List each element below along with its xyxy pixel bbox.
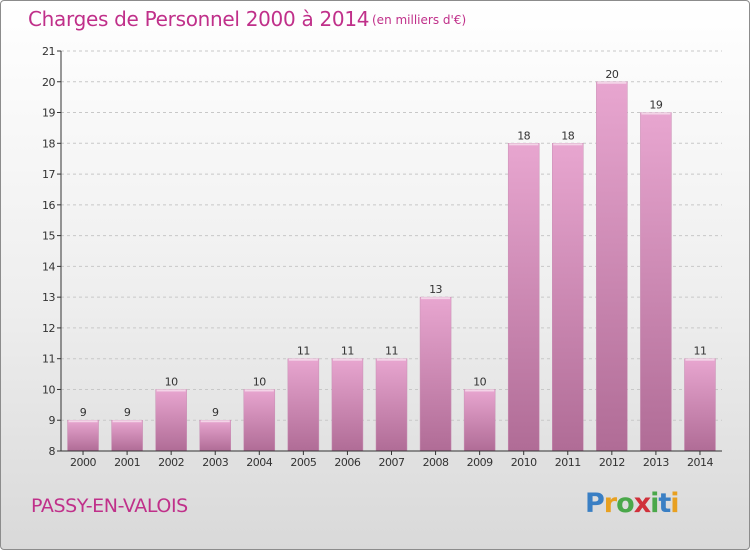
bar-highlight [685, 358, 715, 361]
bar-highlight [597, 81, 627, 84]
bar-highlight [244, 389, 274, 392]
y-tick-label: 8 [49, 445, 56, 458]
bar-highlight [200, 420, 230, 423]
bar-value-label: 11 [693, 345, 706, 358]
bar-value-label: 9 [124, 406, 131, 419]
bar-value-label: 20 [605, 68, 618, 81]
bar [507, 143, 540, 452]
bar-highlight [377, 358, 406, 361]
x-tick-label: 2003 [202, 456, 228, 469]
bar-highlight [112, 420, 142, 423]
chart-title: Charges de Personnel 2000 à 2014 [28, 7, 370, 31]
y-tick-label: 16 [42, 199, 55, 212]
x-tick-label: 2012 [599, 456, 625, 469]
bar-value-label: 11 [385, 345, 398, 358]
x-tick-label: 2007 [379, 456, 405, 469]
bar-highlight [553, 143, 583, 146]
x-tick-label: 2002 [158, 456, 184, 469]
y-tick-label: 13 [42, 291, 55, 304]
bar [155, 389, 187, 452]
bar [243, 389, 276, 452]
bar-highlight [641, 112, 671, 115]
y-tick-label: 17 [42, 168, 55, 181]
y-tick-label: 11 [42, 353, 55, 366]
y-tick-label: 18 [42, 137, 55, 150]
x-tick-label: 2000 [70, 456, 96, 469]
bar-value-label: 10 [473, 375, 486, 388]
bar-value-label: 18 [561, 129, 574, 142]
bar-highlight [332, 358, 362, 361]
bar [596, 81, 628, 452]
x-tick-label: 2009 [467, 456, 493, 469]
bar [375, 358, 408, 452]
x-tick-label: 2011 [555, 456, 581, 469]
x-tick-label: 2014 [687, 456, 713, 469]
bar [640, 112, 672, 452]
proxiti-logo: Proxiti [585, 488, 680, 519]
x-tick-label: 2004 [246, 456, 272, 469]
y-tick-label: 9 [49, 414, 56, 427]
bar-highlight [509, 143, 539, 146]
bar-highlight [156, 389, 186, 392]
y-tick-label: 10 [42, 383, 55, 396]
bar [111, 419, 143, 452]
y-tick-label: 19 [42, 107, 55, 120]
bar-highlight [68, 420, 98, 423]
x-tick-label: 2008 [423, 456, 449, 469]
bar-value-label: 18 [517, 129, 530, 142]
x-tick-label: 2013 [643, 456, 669, 469]
bar-highlight [465, 389, 495, 392]
bar-value-label: 11 [297, 345, 310, 358]
commune-name: PASSY-EN-VALOIS [31, 495, 188, 517]
bar [199, 419, 231, 452]
bar-value-label: 9 [80, 406, 87, 419]
bar [419, 296, 452, 452]
bar-value-label: 10 [165, 375, 178, 388]
y-tick-label: 12 [42, 322, 55, 335]
y-tick-label: 21 [42, 45, 55, 58]
bar-value-label: 10 [253, 375, 266, 388]
bar [684, 358, 716, 452]
chart-subtitle: (en milliers d'€) [372, 13, 467, 27]
bar-value-label: 19 [649, 99, 662, 112]
x-tick-label: 2010 [511, 456, 537, 469]
y-tick-label: 20 [42, 76, 55, 89]
bar [463, 389, 496, 452]
bar-value-label: 9 [212, 406, 219, 419]
x-tick-label: 2001 [114, 456, 140, 469]
bar [331, 358, 364, 452]
bar [67, 419, 99, 452]
y-tick-label: 14 [42, 260, 55, 273]
x-tick-label: 2005 [290, 456, 316, 469]
y-tick-label: 15 [42, 230, 55, 243]
bar [552, 143, 584, 452]
bar-value-label: 13 [429, 283, 442, 296]
x-tick-label: 2006 [334, 456, 360, 469]
bar [287, 358, 320, 452]
bar-highlight [288, 358, 318, 361]
bar-value-label: 11 [341, 345, 354, 358]
bar-highlight [421, 297, 451, 300]
